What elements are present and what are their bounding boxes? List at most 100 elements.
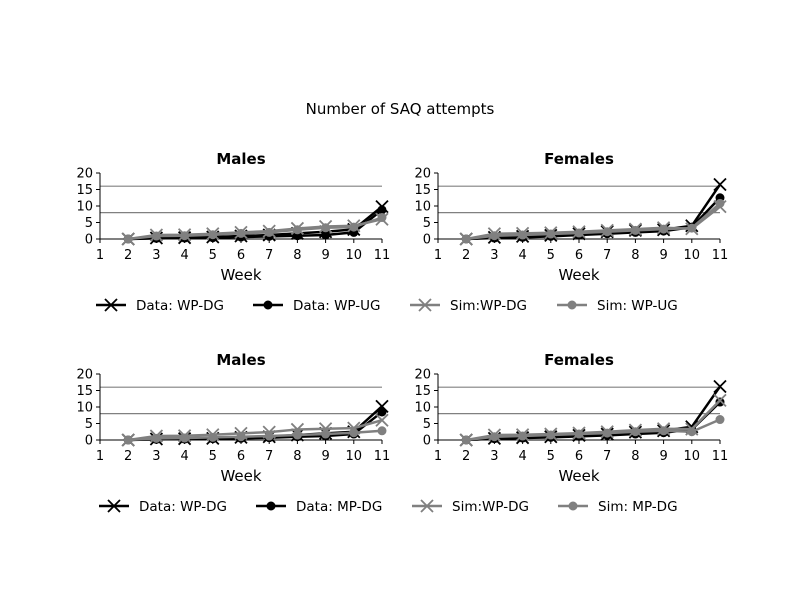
- legend-marker: [266, 501, 276, 511]
- series-line: [128, 208, 383, 241]
- x-tick-label: 11: [712, 248, 729, 263]
- legend-entry: Sim: WP-UG: [557, 298, 678, 314]
- legend-label: Data: WP-DG: [136, 298, 224, 314]
- legend-label: Data: WP-DG: [139, 499, 227, 515]
- figure-title: Number of SAQ attempts: [306, 100, 495, 118]
- data-point: [321, 223, 331, 233]
- series-4: [123, 213, 387, 244]
- y-tick-label: 15: [414, 384, 431, 399]
- legend-marker: [418, 298, 432, 312]
- data-point: [602, 428, 612, 438]
- y-tick-label: 20: [414, 167, 431, 182]
- y-tick-label: 15: [414, 183, 431, 198]
- data-point: [292, 225, 302, 235]
- y-tick-label: 0: [423, 233, 431, 248]
- y-tick-label: 20: [76, 167, 93, 182]
- x-tick-label: 5: [547, 449, 555, 464]
- legend-label: Sim:WP-DG: [452, 499, 529, 515]
- legend-entry: Data: WP-UG: [253, 298, 380, 314]
- x-tick-label: 6: [237, 248, 245, 263]
- x-tick-label: 1: [96, 449, 104, 464]
- legend-label: Sim: WP-UG: [597, 298, 678, 314]
- data-point: [236, 228, 246, 238]
- legend-label: Sim:WP-DG: [450, 298, 527, 314]
- legend-marker: [104, 298, 118, 312]
- series-line: [466, 202, 721, 241]
- data-point: [489, 432, 499, 442]
- x-tick-label: 11: [374, 449, 391, 464]
- y-tick-label: 20: [76, 368, 93, 383]
- data-point: [518, 230, 528, 240]
- y-tick-label: 15: [76, 183, 93, 198]
- y-tick-label: 5: [423, 216, 431, 231]
- data-point: [713, 393, 727, 408]
- x-tick-label: 9: [659, 248, 667, 263]
- x-tick-label: 3: [490, 449, 498, 464]
- x-tick-label: 1: [434, 248, 442, 263]
- y-tick-label: 10: [76, 200, 93, 215]
- data-point: [180, 231, 190, 241]
- x-tick-label: 6: [575, 248, 583, 263]
- x-tick-label: 11: [374, 248, 391, 263]
- x-tick-label: 9: [321, 449, 329, 464]
- y-tick-label: 10: [76, 401, 93, 416]
- data-point: [375, 413, 389, 427]
- x-tick-label: 4: [518, 248, 526, 263]
- series-3: [121, 413, 389, 447]
- series-4: [123, 426, 387, 445]
- data-point: [602, 227, 612, 237]
- data-point: [151, 433, 161, 443]
- x-tick-label: 9: [321, 248, 329, 263]
- y-tick-label: 0: [85, 233, 93, 248]
- data-point: [123, 234, 133, 244]
- x-axis-label: Week: [558, 266, 599, 284]
- series-line: [128, 418, 383, 442]
- x-tick-label: 5: [209, 449, 217, 464]
- x-tick-label: 7: [265, 449, 273, 464]
- data-point: [236, 432, 246, 442]
- data-point: [264, 431, 274, 441]
- y-tick-label: 15: [76, 384, 93, 399]
- data-point: [546, 229, 556, 239]
- data-point: [180, 433, 190, 443]
- x-axis-label: Week: [220, 467, 261, 485]
- data-point: [715, 415, 725, 425]
- chart-title: Females: [544, 351, 614, 369]
- x-tick-label: 7: [265, 248, 273, 263]
- data-point: [349, 428, 359, 438]
- x-tick-label: 11: [712, 449, 729, 464]
- legend-entry: Sim:WP-DG: [412, 499, 529, 515]
- x-tick-label: 8: [631, 449, 639, 464]
- x-tick-label: 8: [293, 248, 301, 263]
- data-point: [377, 426, 387, 436]
- y-tick-label: 10: [414, 200, 431, 215]
- chart-title: Females: [544, 150, 614, 168]
- data-point: [377, 407, 387, 417]
- x-tick-label: 4: [180, 248, 188, 263]
- x-tick-label: 6: [237, 449, 245, 464]
- x-tick-label: 3: [152, 449, 160, 464]
- series-4: [461, 415, 725, 445]
- x-tick-label: 7: [603, 449, 611, 464]
- x-tick-label: 10: [346, 449, 363, 464]
- y-tick-label: 5: [85, 216, 93, 231]
- y-tick-label: 5: [423, 417, 431, 432]
- data-point: [208, 230, 218, 240]
- x-tick-label: 1: [434, 449, 442, 464]
- chart-title: Males: [216, 150, 265, 168]
- y-tick-label: 0: [423, 434, 431, 449]
- data-point: [349, 222, 359, 232]
- data-point: [377, 213, 387, 223]
- y-tick-label: 20: [414, 368, 431, 383]
- series-line: [466, 418, 721, 442]
- x-tick-label: 9: [659, 449, 667, 464]
- x-tick-label: 4: [180, 449, 188, 464]
- x-tick-label: 2: [462, 449, 470, 464]
- data-point: [630, 225, 640, 235]
- data-point: [518, 431, 528, 441]
- legend-2: Data: WP-DG Data: MP-DG Sim:WP-DG Sim: MP-D…: [99, 499, 678, 515]
- x-tick-label: 5: [209, 248, 217, 263]
- data-point: [713, 177, 727, 192]
